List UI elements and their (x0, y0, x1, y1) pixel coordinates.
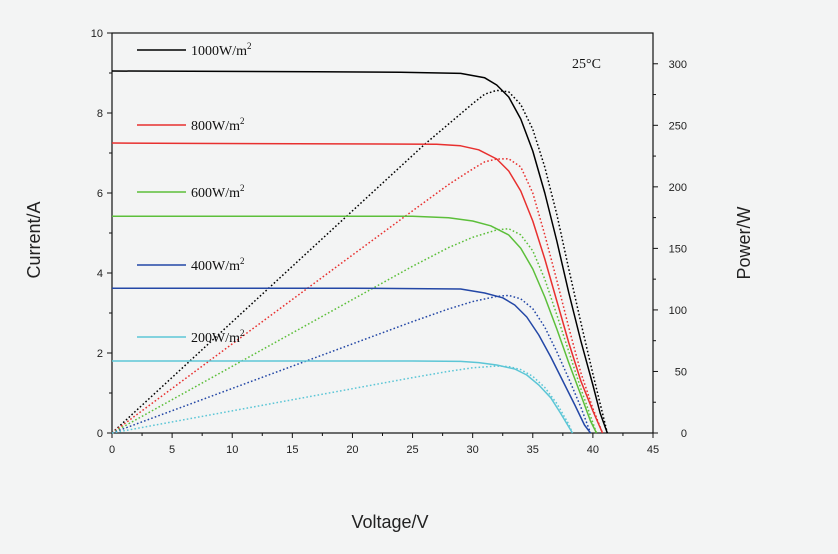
legend-label: 1000W/m2 (191, 41, 252, 59)
legend-item: 800W/m2 (137, 116, 245, 134)
x-tick-label: 5 (169, 444, 175, 456)
y2-tick-label: 150 (669, 243, 687, 255)
y-axis-title: Current/A (24, 201, 44, 278)
legend-item: 600W/m2 (137, 183, 245, 201)
y2-tick-label: 300 (669, 59, 687, 71)
x-tick-label: 10 (226, 444, 238, 456)
legend-item: 200W/m2 (137, 328, 245, 346)
legend-superscript: 2 (247, 41, 252, 51)
series-group (111, 287, 592, 434)
legend-label: 800W/m2 (191, 116, 245, 134)
y-axis-ticks: 0 2 4 6 8 10 (91, 28, 112, 440)
current-line (112, 215, 598, 434)
power-line (111, 227, 598, 434)
x-tick-label: 20 (346, 444, 358, 456)
y2-tick-label: 250 (669, 120, 687, 132)
legend-item: 1000W/m2 (137, 41, 252, 59)
power-line (111, 365, 574, 434)
x-tick-label: 30 (467, 444, 479, 456)
x-tick-label: 45 (647, 444, 659, 456)
y2-tick-label: 100 (669, 305, 687, 317)
legend-label: 200W/m2 (191, 328, 245, 346)
power-line (111, 89, 609, 434)
series-group (111, 70, 609, 434)
power-line (111, 294, 592, 434)
y-tick-label: 10 (91, 28, 103, 40)
y2-tick-label: 200 (669, 182, 687, 194)
current-line (112, 287, 592, 434)
x-tick-label: 40 (587, 444, 599, 456)
legend-superscript: 2 (240, 183, 245, 193)
y-tick-label: 8 (97, 108, 103, 120)
legend-superscript: 2 (240, 256, 245, 266)
x-tick-label: 0 (109, 444, 115, 456)
x-axis-ticks: 0 5 10 15 20 25 30 35 40 45 (109, 433, 659, 456)
y-tick-label: 4 (97, 268, 103, 280)
legend-superscript: 2 (240, 328, 245, 338)
y2-axis-ticks: 0 50 100 150 200 250 300 (653, 59, 687, 440)
y2-tick-label: 0 (681, 428, 687, 440)
series-group (111, 360, 574, 434)
y2-axis-title: Power/W (734, 206, 754, 279)
current-line (111, 70, 609, 434)
current-line (112, 360, 574, 434)
legend-superscript: 2 (240, 116, 245, 126)
y-tick-label: 2 (97, 348, 103, 360)
series-layer (111, 70, 609, 434)
legend: 1000W/m2 800W/m2 600W/m2 400W/m2 200W/m2 (137, 41, 252, 346)
x-tick-label: 15 (286, 444, 298, 456)
y2-tick-label: 50 (675, 366, 687, 378)
y-tick-label: 0 (97, 428, 103, 440)
y-tick-label: 6 (97, 188, 103, 200)
x-tick-label: 35 (527, 444, 539, 456)
temperature-annotation: 25°C (572, 57, 601, 72)
legend-item: 400W/m2 (137, 256, 245, 274)
current-line (111, 142, 604, 434)
legend-label: 400W/m2 (191, 256, 245, 274)
x-axis-title: Voltage/V (351, 512, 428, 532)
legend-label: 600W/m2 (191, 183, 245, 201)
x-tick-label: 25 (406, 444, 418, 456)
series-group (111, 142, 604, 434)
series-group (111, 215, 598, 434)
